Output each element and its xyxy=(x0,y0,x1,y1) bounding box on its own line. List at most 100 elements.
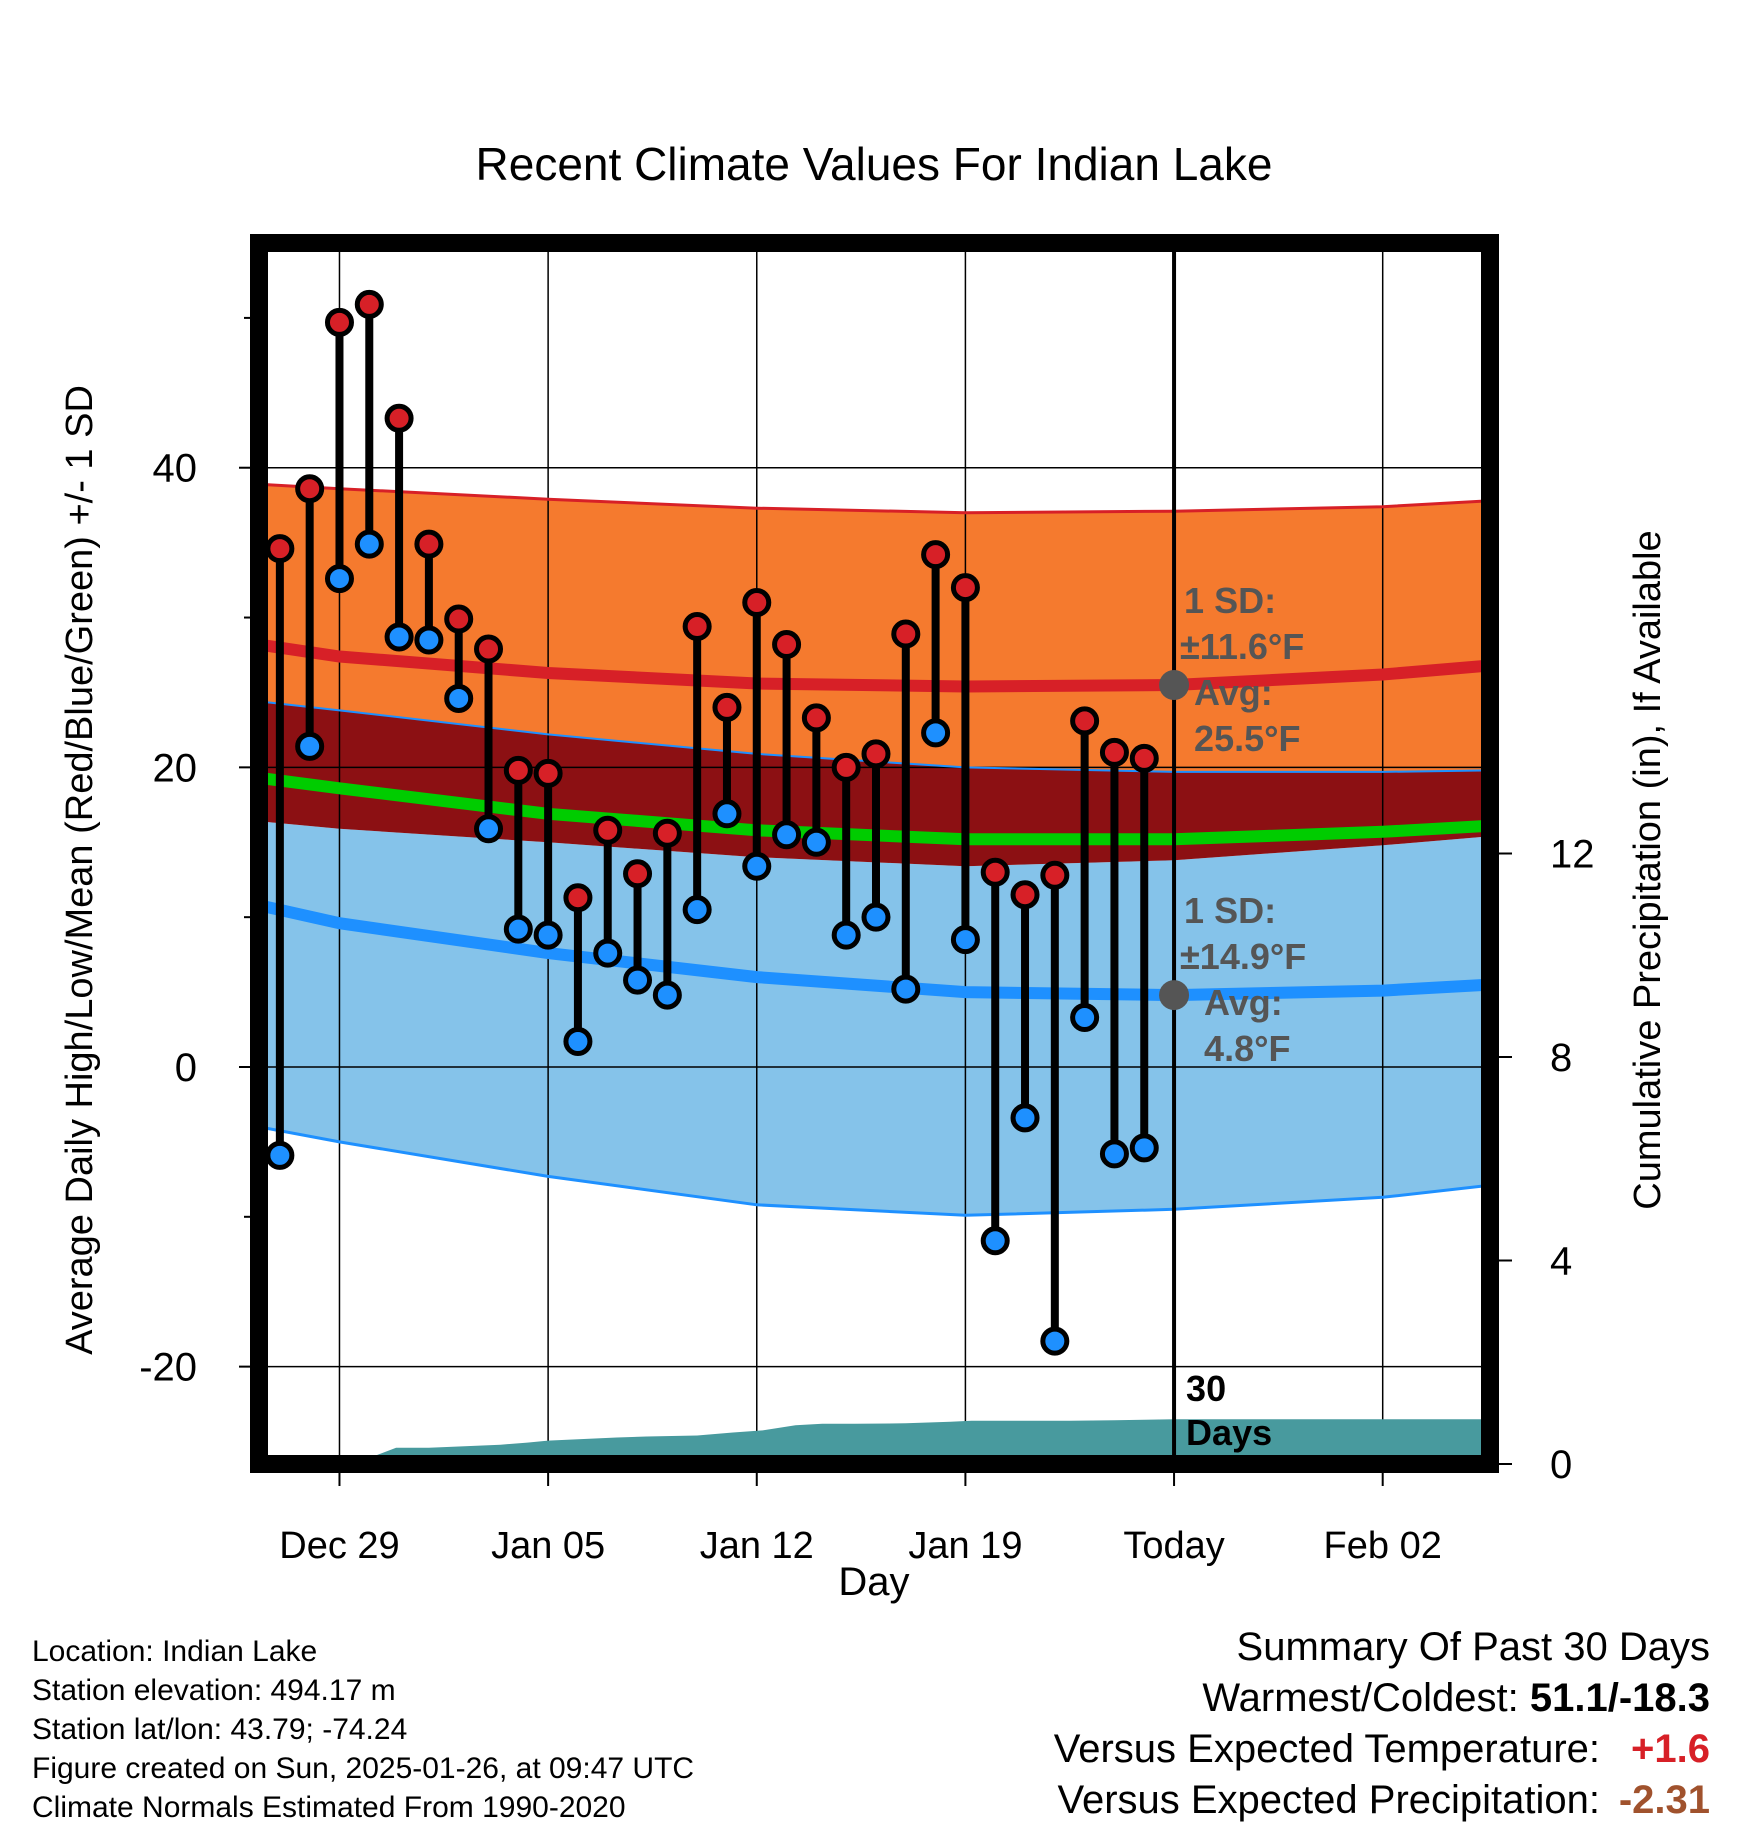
y-axis-right: 0 4 8 12 xyxy=(1499,833,1595,1487)
low-point xyxy=(354,529,384,559)
high-point xyxy=(921,540,951,570)
low-sd-value: ±14.9°F xyxy=(1180,936,1306,977)
low-point xyxy=(414,625,444,655)
high-point xyxy=(295,474,325,504)
low-point xyxy=(652,980,682,1010)
normal-lines xyxy=(259,482,1490,1217)
high-point xyxy=(384,403,414,433)
high-sd-label: 1 SD: xyxy=(1184,580,1276,621)
low-point xyxy=(682,895,712,925)
high-point xyxy=(265,534,295,564)
high-point xyxy=(474,634,504,664)
low-point xyxy=(324,564,354,594)
high-sd-band xyxy=(259,484,1490,772)
high-point xyxy=(623,859,653,889)
low-avg-value: 4.8°F xyxy=(1204,1028,1290,1069)
low-point xyxy=(950,925,980,955)
y-tick-label: 0 xyxy=(175,1046,197,1090)
precip-value: -2.31 xyxy=(1618,1778,1710,1822)
warm-cold-label: Warmest/Coldest: xyxy=(1202,1676,1530,1720)
summary-title: Summary Of Past 30 Days xyxy=(1236,1625,1710,1669)
low-sd-label: 1 SD: xyxy=(1184,890,1276,931)
low-point xyxy=(265,1140,295,1170)
high-point xyxy=(772,630,802,660)
low-point xyxy=(295,731,325,761)
high-point xyxy=(1099,737,1129,767)
high-point xyxy=(861,739,891,769)
x-tick-label: Jan 12 xyxy=(700,1525,814,1567)
high-point xyxy=(682,612,712,642)
low-point xyxy=(891,974,921,1004)
warm-cold-value: 51.1/-18.3 xyxy=(1529,1676,1710,1720)
high-upper-line xyxy=(259,482,1490,515)
y-axis-left: -20 0 20 40 xyxy=(139,316,250,1390)
high-point xyxy=(652,818,682,848)
y2-tick-label: 0 xyxy=(1550,1443,1572,1487)
high-point xyxy=(533,758,563,788)
high-point xyxy=(801,703,831,733)
high-avg-marker xyxy=(1159,669,1190,700)
warm-cold-row: Warmest/Coldest: 51.1/-18.3 xyxy=(1054,1673,1710,1724)
normal-annotations: 1 SD: ±11.6°F Avg: 25.5°F 1 SD: ±14.9°F Avg: 4.… xyxy=(1159,580,1306,1069)
x-tick-label: Dec 29 xyxy=(279,1525,399,1567)
y-tick-label: -20 xyxy=(139,1346,197,1390)
normals-text: Climate Normals Estimated From 1990-2020 xyxy=(32,1791,626,1824)
precip-row: Versus Expected Precipitation: -2.31 xyxy=(1054,1775,1710,1826)
high-point xyxy=(1040,860,1070,890)
high-point xyxy=(503,755,533,785)
today-label-line: 30 xyxy=(1186,1368,1226,1409)
elevation-text: Station elevation: 494.17 m xyxy=(32,1674,396,1707)
temp-row: Versus Expected Temperature: +1.6 xyxy=(1054,1724,1710,1775)
low-point xyxy=(503,914,533,944)
low-point xyxy=(1129,1133,1159,1163)
high-point xyxy=(950,573,980,603)
normal-bands xyxy=(259,484,1490,1216)
x-tick-label: Feb 02 xyxy=(1324,1525,1442,1567)
high-point xyxy=(354,289,384,319)
low-point xyxy=(980,1226,1010,1256)
low-point xyxy=(712,799,742,829)
daily-points xyxy=(265,289,1159,1356)
plot-frame xyxy=(250,234,1499,1473)
low-avg-label: Avg: xyxy=(1204,982,1283,1023)
low-point xyxy=(742,851,772,881)
daily-range-stems xyxy=(275,304,1149,1342)
low-point xyxy=(563,1027,593,1057)
y2-tick-label: 12 xyxy=(1550,833,1595,877)
low-point xyxy=(772,820,802,850)
cumulative-precip-area xyxy=(259,1419,1490,1464)
location-text: Location: Indian Lake xyxy=(32,1635,318,1668)
normal-low-line xyxy=(259,899,1490,1002)
precip-label: Versus Expected Precipitation: xyxy=(1057,1778,1600,1822)
temp-label: Versus Expected Temperature: xyxy=(1053,1727,1600,1771)
low-point xyxy=(1040,1326,1070,1356)
high-lower-line xyxy=(259,700,1490,773)
low-point xyxy=(384,622,414,652)
low-point xyxy=(444,683,474,713)
created-text: Figure created on Sun, 2025-01-26, at 09… xyxy=(32,1752,695,1785)
x-axis: Dec 29 Jan 05 Jan 12 Jan 19 Today Feb 02 xyxy=(279,1473,1442,1567)
low-point xyxy=(474,814,504,844)
low-annotation: 1 SD: ±14.9°F Avg: 4.8°F xyxy=(1159,890,1306,1069)
high-avg-label: Avg: xyxy=(1194,672,1273,713)
today-label-line: Days xyxy=(1186,1412,1272,1453)
high-annotation: 1 SD: ±11.6°F Avg: 25.5°F xyxy=(1159,580,1304,759)
y2-tick-label: 8 xyxy=(1550,1036,1572,1080)
high-point xyxy=(1010,880,1040,910)
climate-chart: Recent Climate Values For Indian Lake 30… xyxy=(59,138,1669,1604)
precipitation-area xyxy=(259,1419,1490,1464)
low-point xyxy=(1010,1103,1040,1133)
station-info: Location: Indian Lake Station elevation:… xyxy=(32,1632,694,1827)
low-point xyxy=(1070,1003,1100,1033)
x-tick-label: Jan 19 xyxy=(908,1525,1022,1567)
y-tick-label: 20 xyxy=(153,746,198,790)
low-sd-band xyxy=(259,821,1490,1216)
high-point xyxy=(891,619,921,649)
low-point xyxy=(831,920,861,950)
high-avg-value: 25.5°F xyxy=(1194,718,1300,759)
high-point xyxy=(414,529,444,559)
x-tick-label: Today xyxy=(1123,1525,1224,1567)
latlon-text: Station lat/lon: 43.79; -74.24 xyxy=(32,1713,408,1746)
normal-high-line xyxy=(259,638,1490,693)
